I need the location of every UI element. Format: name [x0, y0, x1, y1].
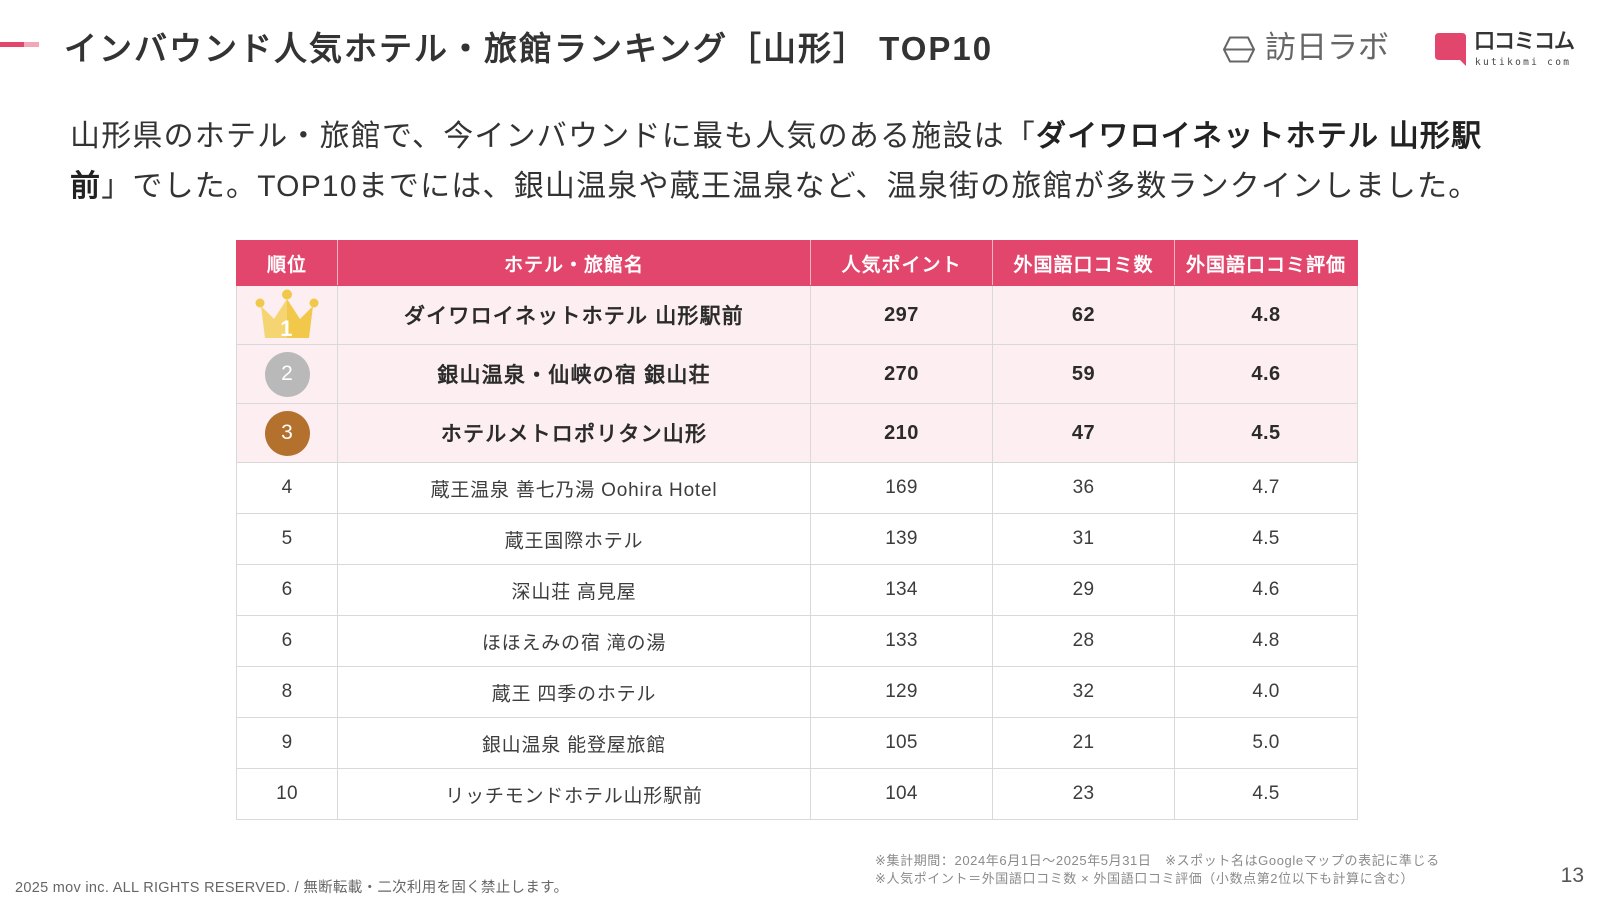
table-row: 4 蔵王温泉 善七乃湯 Oohira Hotel 169 36 4.7 — [236, 462, 1358, 514]
page-title: インバウンド人気ホテル・旅館ランキング［山形］ TOP10 — [64, 30, 994, 67]
intro-text: 山形県のホテル・旅館で、今インバウンドに最も人気のある施設は「ダイワロイネットホ… — [70, 112, 1520, 212]
foreign-review-count: 47 — [992, 403, 1175, 463]
rank-number: 1 — [280, 316, 293, 341]
rank-cell: 9 — [236, 717, 338, 769]
column-header-popularity-points: 人気ポイント — [810, 240, 993, 286]
popularity-points: 104 — [810, 768, 993, 820]
intro-before: 山形県のホテル・旅館で、今インバウンドに最も人気のある施設は「 — [70, 120, 1036, 153]
hotel-name: 蔵王温泉 善七乃湯 Oohira Hotel — [337, 462, 811, 514]
hotel-name: 銀山温泉・仙峡の宿 銀山荘 — [337, 344, 811, 404]
foreign-review-count: 29 — [992, 564, 1175, 616]
hotel-name: 蔵王国際ホテル — [337, 513, 811, 565]
gold-crown-icon: 1 — [255, 289, 319, 341]
popularity-points: 210 — [810, 403, 993, 463]
footnotes: ※集計期間：2024年6月1日〜2025年5月31日 ※スポット名はGoogle… — [875, 852, 1440, 888]
rank-cell: 6 — [236, 615, 338, 667]
table-header-row: 順位 ホテル・旅館名 人気ポイント 外国語口コミ数 外国語口コミ評価 — [236, 240, 1358, 286]
popularity-points: 270 — [810, 344, 993, 404]
foreign-review-count: 32 — [992, 666, 1175, 718]
hotel-name: ホテルメトロポリタン山形 — [337, 403, 811, 463]
copyright-footer: 2025 mov inc. ALL RIGHTS RESERVED. / 無断転… — [15, 880, 569, 896]
foreign-review-rating: 5.0 — [1174, 717, 1358, 769]
bronze-circle-badge: 3 — [264, 410, 310, 456]
popularity-points: 133 — [810, 615, 993, 667]
rank-wrap: 1 — [237, 286, 337, 344]
popularity-points: 297 — [810, 285, 993, 345]
table-row: 9 銀山温泉 能登屋旅館 105 21 5.0 — [236, 717, 1358, 769]
table-row: 5 蔵王国際ホテル 139 31 4.5 — [236, 513, 1358, 565]
hotel-name: ほほえみの宿 滝の湯 — [337, 615, 811, 667]
hotel-name: 蔵王 四季のホテル — [337, 666, 811, 718]
hotel-name: 深山荘 高見屋 — [337, 564, 811, 616]
foreign-review-rating: 4.5 — [1174, 513, 1358, 565]
foreign-review-count: 36 — [992, 462, 1175, 514]
rank-cell: 10 — [236, 768, 338, 820]
table-row: 8 蔵王 四季のホテル 129 32 4.0 — [236, 666, 1358, 718]
rank-wrap: 2 — [237, 345, 337, 403]
foreign-review-rating: 4.6 — [1174, 344, 1358, 404]
table-row: 1 ダイワロイネットホテル 山形駅前 297 62 4.8 — [236, 285, 1358, 345]
table-row: 6 深山荘 高見屋 134 29 4.6 — [236, 564, 1358, 616]
foreign-review-rating: 4.7 — [1174, 462, 1358, 514]
column-header-hotel-name: ホテル・旅館名 — [337, 240, 811, 286]
foreign-review-count: 59 — [992, 344, 1175, 404]
table-row: 6 ほほえみの宿 滝の湯 133 28 4.8 — [236, 615, 1358, 667]
foreign-review-count: 21 — [992, 717, 1175, 769]
rank-cell: 4 — [236, 462, 338, 514]
honichi-labo-logo-icon — [1223, 36, 1255, 63]
column-header-foreign-review-rating: 外国語口コミ評価 — [1174, 240, 1358, 286]
intro-after: 」でした。TOP10までには、銀山温泉や蔵王温泉など、温泉街の旅館が多数ランクイ… — [101, 170, 1480, 203]
foreign-review-count: 28 — [992, 615, 1175, 667]
silver-circle-badge: 2 — [264, 351, 310, 397]
kutikomi-com-logo-text: 口コミコム — [1474, 30, 1575, 53]
rank-cell: 1 — [236, 285, 338, 345]
foreign-review-rating: 4.8 — [1174, 615, 1358, 667]
table-row: 10 リッチモンドホテル山形駅前 104 23 4.5 — [236, 768, 1358, 820]
rank-cell: 3 — [236, 403, 338, 463]
footnote-period-naming: ※集計期間：2024年6月1日〜2025年5月31日 ※スポット名はGoogle… — [875, 853, 1440, 868]
ranking-table: 順位 ホテル・旅館名 人気ポイント 外国語口コミ数 外国語口コミ評価 — [236, 240, 1358, 820]
popularity-points: 139 — [810, 513, 993, 565]
rank-cell: 2 — [236, 344, 338, 404]
rank-wrap: 3 — [237, 404, 337, 462]
foreign-review-count: 62 — [992, 285, 1175, 345]
popularity-points: 129 — [810, 666, 993, 718]
accent-bar-light — [24, 42, 39, 47]
column-header-foreign-review-count: 外国語口コミ数 — [992, 240, 1175, 286]
foreign-review-rating: 4.6 — [1174, 564, 1358, 616]
hotel-name: 銀山温泉 能登屋旅館 — [337, 717, 811, 769]
footnote-points-formula: ※人気ポイント＝外国語口コミ数 × 外国語口コミ評価（小数点第2位以下も計算に含… — [875, 871, 1415, 886]
rank-cell: 6 — [236, 564, 338, 616]
rank-cell: 8 — [236, 666, 338, 718]
column-header-rank: 順位 — [236, 240, 338, 286]
foreign-review-count: 23 — [992, 768, 1175, 820]
popularity-points: 134 — [810, 564, 993, 616]
foreign-review-rating: 4.8 — [1174, 285, 1358, 345]
kutikomi-com-logo-subtext: kutikomi com — [1475, 57, 1572, 68]
intro-highlight-hotel: ダイワロイネットホテル 山形駅前 — [70, 120, 1483, 203]
foreign-review-rating: 4.5 — [1174, 403, 1358, 463]
hotel-name: ダイワロイネットホテル 山形駅前 — [337, 285, 811, 345]
foreign-review-count: 31 — [992, 513, 1175, 565]
kutikomi-com-logo-icon — [1435, 33, 1466, 66]
rank-number: 2 — [281, 362, 293, 385]
foreign-review-rating: 4.0 — [1174, 666, 1358, 718]
honichi-labo-logo-text: 訪日ラボ — [1265, 30, 1389, 65]
popularity-points: 169 — [810, 462, 993, 514]
page-number: 13 — [1560, 864, 1584, 887]
popularity-points: 105 — [810, 717, 993, 769]
table-row: 2 銀山温泉・仙峡の宿 銀山荘 270 59 4.6 — [236, 344, 1358, 404]
foreign-review-rating: 4.5 — [1174, 768, 1358, 820]
rank-cell: 5 — [236, 513, 338, 565]
rank-number: 3 — [281, 421, 293, 444]
hotel-name: リッチモンドホテル山形駅前 — [337, 768, 811, 820]
accent-bar — [0, 42, 24, 47]
table-row: 3 ホテルメトロポリタン山形 210 47 4.5 — [236, 403, 1358, 463]
